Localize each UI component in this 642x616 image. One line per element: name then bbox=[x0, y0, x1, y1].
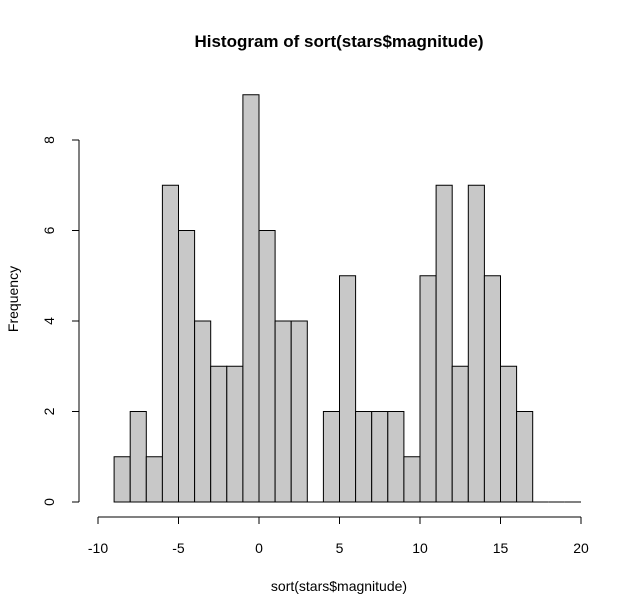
histogram-bar bbox=[161, 184, 179, 503]
histogram-bar bbox=[290, 320, 308, 503]
y-tick-label: 8 bbox=[41, 136, 57, 144]
histogram-bar bbox=[322, 411, 340, 503]
histogram-bar bbox=[129, 411, 147, 503]
histogram-bar bbox=[500, 365, 518, 503]
bars-group bbox=[113, 94, 581, 503]
x-tick-label: 5 bbox=[336, 540, 344, 556]
x-tick-label: -5 bbox=[172, 540, 185, 556]
histogram-bar bbox=[274, 320, 292, 503]
x-tick-label: 10 bbox=[412, 540, 428, 556]
histogram-bar bbox=[483, 275, 501, 503]
histogram-bar bbox=[339, 275, 357, 503]
histogram-bar bbox=[242, 94, 260, 503]
histogram-bar bbox=[258, 230, 276, 503]
histogram-bar bbox=[467, 184, 485, 503]
x-tick-label: -10 bbox=[88, 540, 108, 556]
histogram-bar bbox=[419, 275, 437, 503]
histogram-bar bbox=[226, 365, 244, 503]
histogram-bar bbox=[113, 456, 131, 503]
histogram-bar bbox=[516, 411, 534, 503]
histogram-bar bbox=[210, 365, 228, 503]
histogram-bar bbox=[355, 411, 373, 503]
histogram-bar bbox=[371, 411, 389, 503]
histogram-bar bbox=[435, 184, 453, 503]
y-tick-label: 6 bbox=[41, 226, 57, 234]
y-axis: 0 2 4 6 8 bbox=[41, 136, 80, 506]
histogram-bar bbox=[145, 456, 163, 503]
y-tick-label: 0 bbox=[41, 498, 57, 506]
histogram-bar bbox=[178, 230, 196, 503]
x-axis: -10 -5 0 5 10 15 20 bbox=[88, 516, 589, 556]
x-tick-label: 20 bbox=[573, 540, 589, 556]
histogram-bar bbox=[194, 320, 212, 503]
y-axis-label: Frequency bbox=[5, 266, 21, 332]
y-tick-label: 4 bbox=[41, 317, 57, 325]
histogram-bar bbox=[451, 365, 469, 503]
histogram-bar bbox=[403, 456, 421, 503]
x-axis-label: sort(stars$magnitude) bbox=[271, 578, 407, 594]
x-tick-label: 0 bbox=[255, 540, 263, 556]
chart-title: Histogram of sort(stars$magnitude) bbox=[194, 32, 483, 51]
y-tick-label: 2 bbox=[41, 407, 57, 415]
x-tick-label: 15 bbox=[493, 540, 509, 556]
histogram-bar bbox=[387, 411, 405, 503]
